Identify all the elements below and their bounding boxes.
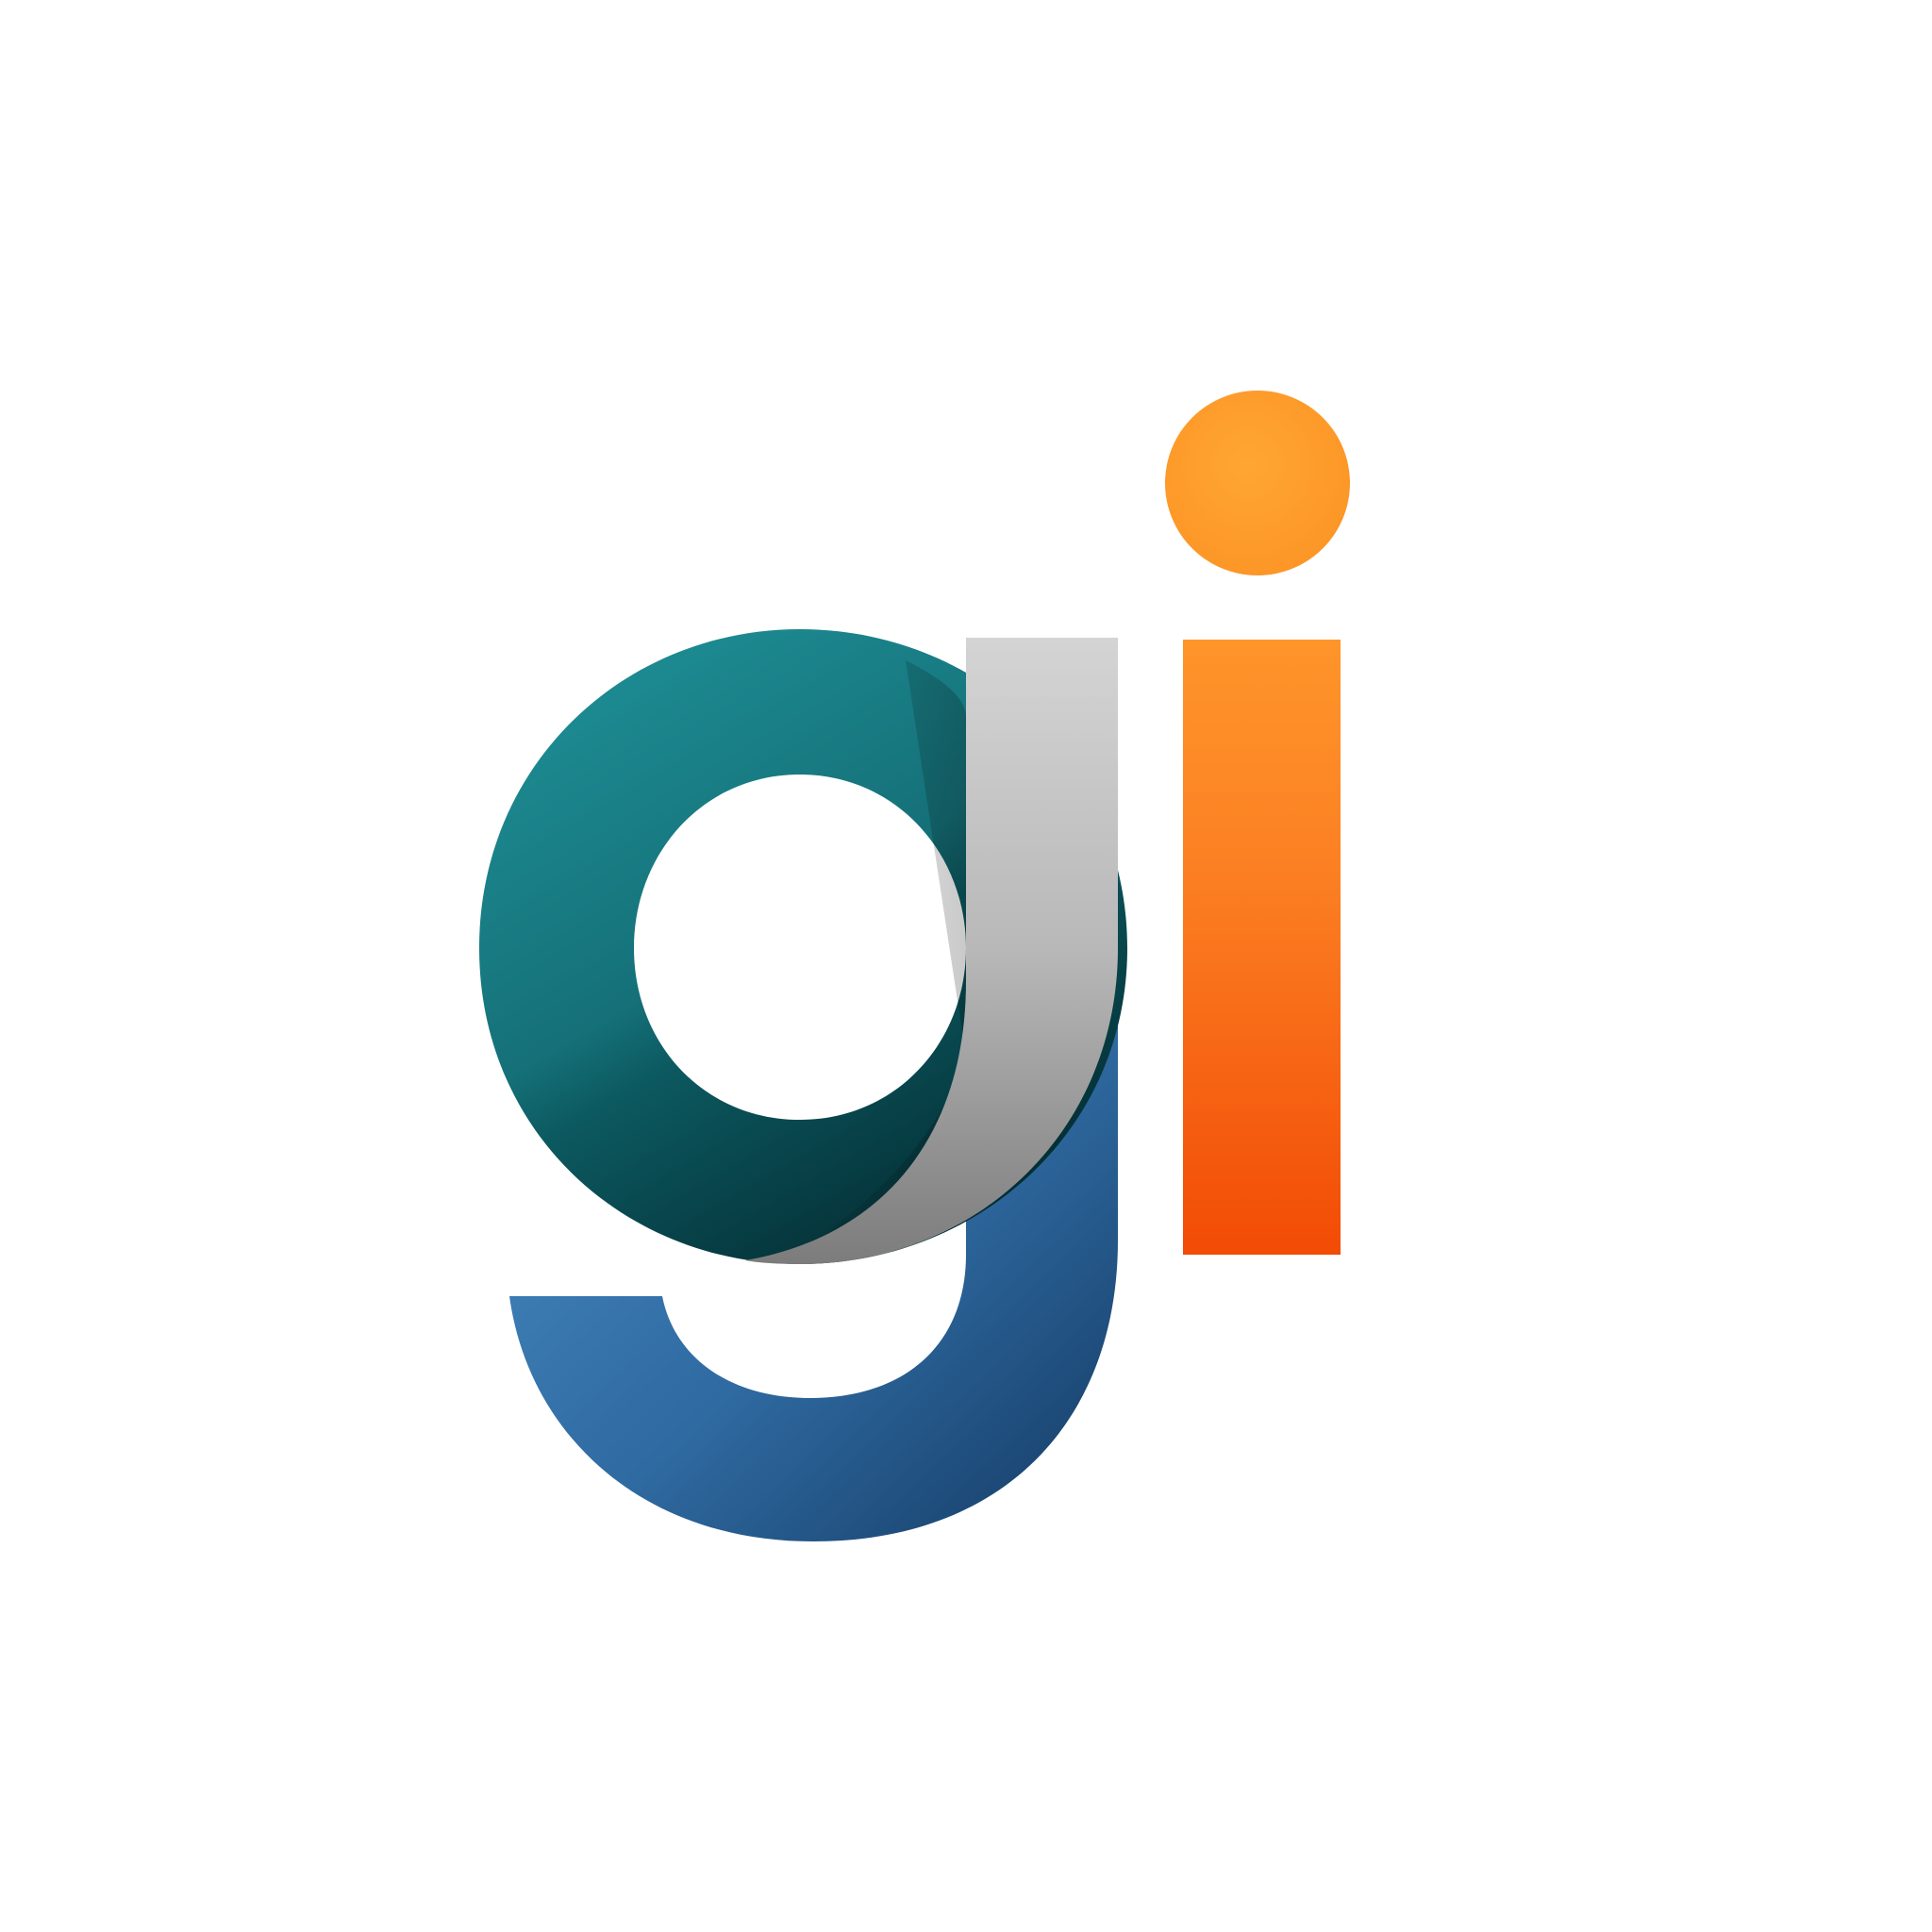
g-stem-shape: [745, 638, 1118, 1264]
g-tail-shape: [509, 962, 1118, 1541]
g-bowl-shade: [774, 660, 966, 1262]
i-stem-shape: [1183, 640, 1341, 1255]
i-dot-shape: [1165, 391, 1350, 575]
